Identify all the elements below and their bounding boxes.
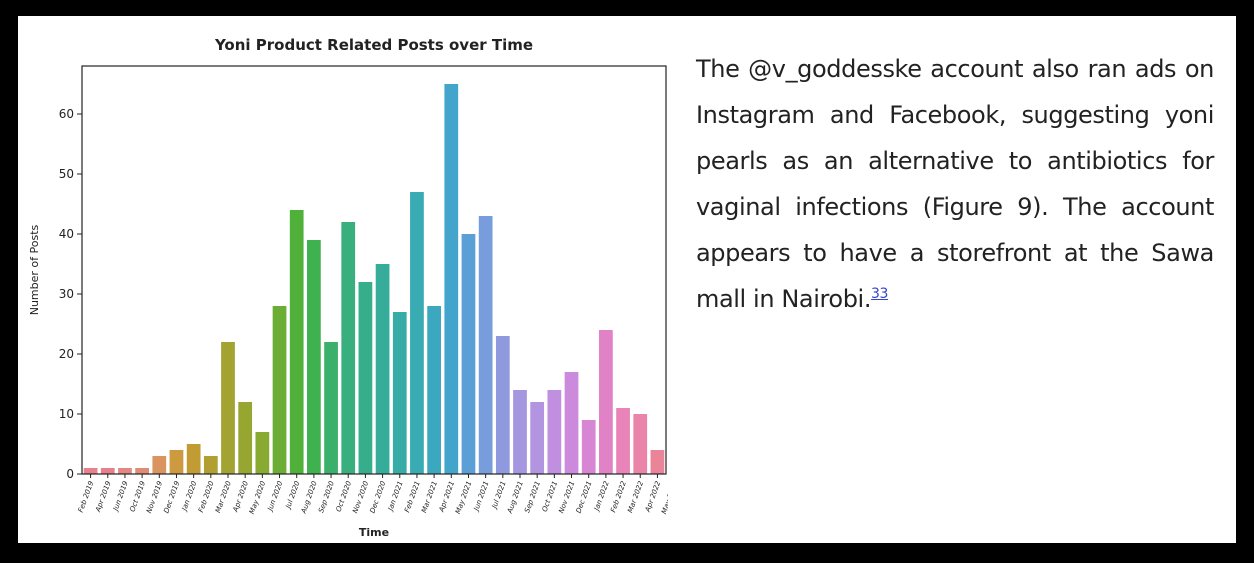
x-tick-label: Feb 2022 xyxy=(609,479,628,513)
bar xyxy=(118,468,132,474)
bar xyxy=(221,342,235,474)
y-tick-label: 60 xyxy=(59,107,74,121)
bar xyxy=(169,450,184,474)
x-tick-label: Jun 2019 xyxy=(111,479,130,513)
x-tick-label: Jun 2020 xyxy=(266,479,285,513)
bar xyxy=(307,240,321,474)
x-tick-label: Feb 2021 xyxy=(403,480,422,514)
x-tick-label: Oct 2020 xyxy=(335,479,354,512)
plot-frame xyxy=(81,65,667,475)
x-tick-label: Sep 2020 xyxy=(317,479,336,513)
bar xyxy=(513,390,527,474)
bar xyxy=(238,402,253,474)
bar xyxy=(564,372,579,474)
x-tick-label: Mar 2020 xyxy=(214,479,233,513)
bar xyxy=(495,336,510,474)
x-tick-label: Jun 2021 xyxy=(472,480,491,514)
x-tick-label: Aug 2020 xyxy=(299,479,319,515)
bar xyxy=(324,342,338,474)
chart-title: Yoni Product Related Posts over Time xyxy=(214,36,533,54)
x-tick-label: Apr 2021 xyxy=(437,480,456,514)
x-tick-label: Sep 2021 xyxy=(523,480,542,514)
x-tick-label: Mar 2021 xyxy=(420,480,439,514)
bar xyxy=(135,468,149,474)
x-tick-label: Jan 2022 xyxy=(592,479,611,513)
bar xyxy=(461,234,476,474)
figure-panel: Yoni Product Related Posts over Time 0 10 2… xyxy=(18,16,1236,543)
x-tick-label: Apr 2019 xyxy=(94,479,113,513)
bar xyxy=(375,264,390,474)
bar xyxy=(392,312,407,474)
footnote-link[interactable]: 33 xyxy=(871,286,889,302)
x-axis-label: Time xyxy=(359,526,389,539)
bar xyxy=(100,468,115,474)
x-tick-label: May 2020 xyxy=(248,479,268,515)
bar xyxy=(255,432,270,474)
bar xyxy=(444,84,459,474)
x-tick-label: Apr 2022 xyxy=(643,479,662,513)
x-tick-label: Oct 2021 xyxy=(541,480,560,513)
bar xyxy=(203,456,218,474)
x-tick-label: Jul 2020 xyxy=(284,479,302,511)
x-tick-label: Feb 2020 xyxy=(197,479,216,513)
x-tick-label: Dec 2019 xyxy=(162,479,181,514)
x-tick-label: Oct 2019 xyxy=(128,479,147,512)
y-axis-label: Number of Posts xyxy=(28,224,41,315)
bar xyxy=(581,420,596,474)
bar xyxy=(410,192,424,474)
x-tick-label: Apr 2020 xyxy=(231,479,250,513)
x-tick-label: Nov 2019 xyxy=(145,479,164,514)
x-tick-label: Jan 2021 xyxy=(386,480,405,514)
x-tick-label: Jan 2020 xyxy=(180,479,199,513)
y-tick-label: 10 xyxy=(59,407,74,421)
x-tick-label: Mar 2022 xyxy=(626,479,645,513)
bar xyxy=(650,450,665,474)
bar xyxy=(478,216,493,474)
bar xyxy=(186,444,201,474)
x-tick-label: Nov 2021 xyxy=(557,480,576,514)
bar xyxy=(616,408,630,474)
bar xyxy=(427,306,441,474)
y-tick-label: 40 xyxy=(59,227,74,241)
bar xyxy=(272,306,287,474)
x-tick-label: May 2021 xyxy=(454,480,473,515)
bar xyxy=(633,414,648,474)
bar xyxy=(547,390,562,474)
y-tick-label: 20 xyxy=(59,347,74,361)
x-tick-label: Dec 2021 xyxy=(575,480,594,514)
bar xyxy=(530,402,545,474)
y-tick-label: 50 xyxy=(59,167,74,181)
bar xyxy=(152,456,167,474)
bar xyxy=(289,210,304,474)
body-paragraph: The @v_goddesske account also ran ads on… xyxy=(696,46,1214,322)
x-tick-label: Jul 2021 xyxy=(490,480,508,511)
bar xyxy=(83,468,98,474)
x-tick-label: Aug 2021 xyxy=(505,480,524,515)
bar-chart: Yoni Product Related Posts over Time 0 10 2… xyxy=(28,36,668,539)
x-tick-label: Dec 2020 xyxy=(368,479,387,514)
y-tick-label: 0 xyxy=(66,467,74,481)
bar xyxy=(341,222,356,474)
x-tick-label: Feb 2019 xyxy=(77,479,96,513)
bar xyxy=(358,282,373,474)
y-tick-label: 30 xyxy=(59,287,74,301)
bar xyxy=(599,330,613,474)
paragraph-text: The @v_goddesske account also ran ads on… xyxy=(696,55,1214,313)
x-tick-label: Nov 2020 xyxy=(351,479,370,514)
